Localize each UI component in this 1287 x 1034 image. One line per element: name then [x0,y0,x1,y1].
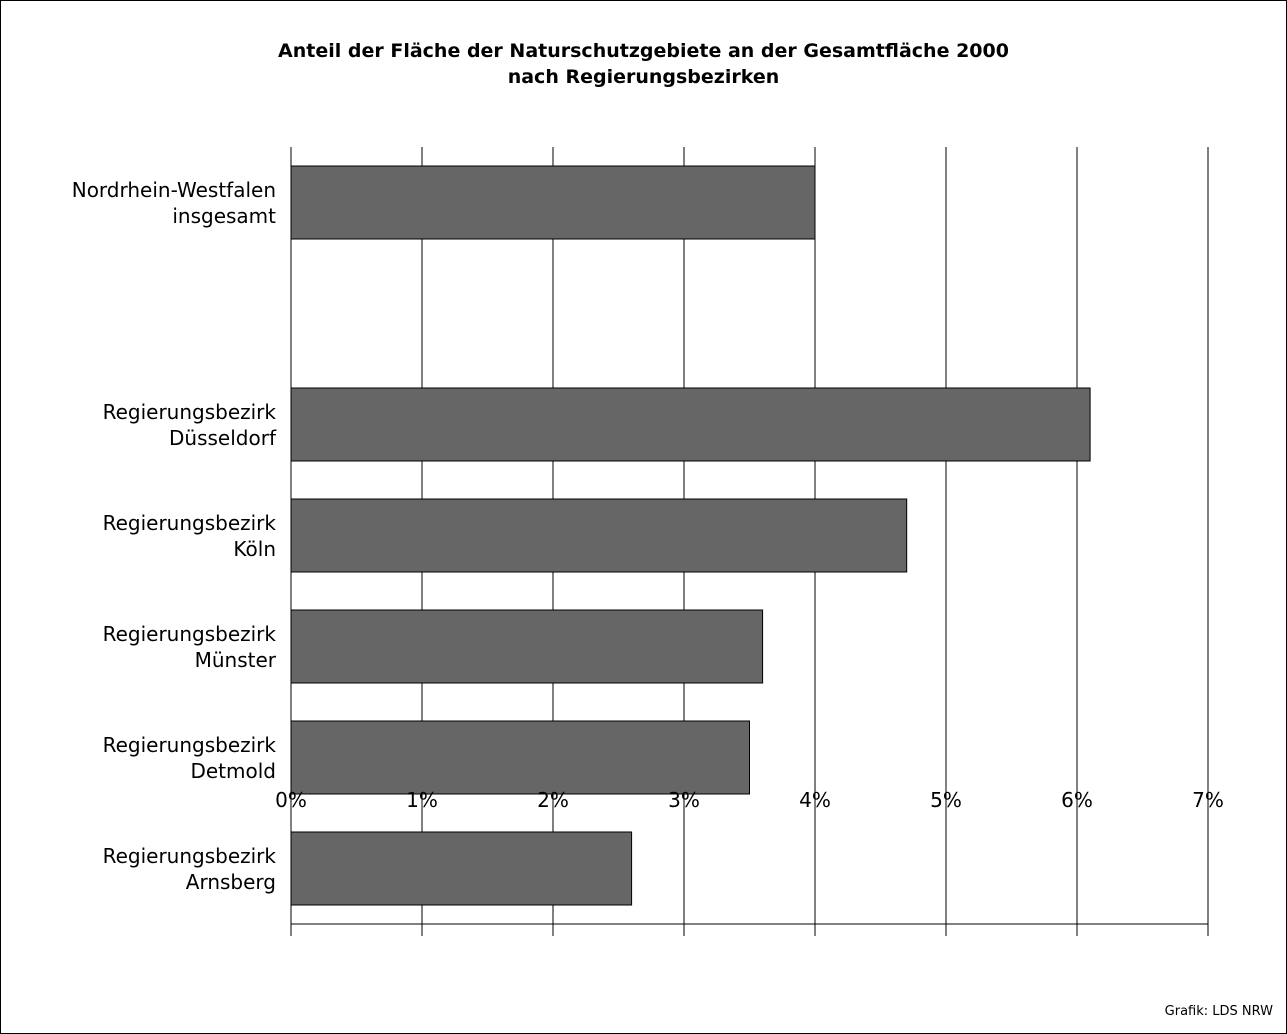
y-tick-label: Regierungsbezirk Köln [102,510,276,561]
x-tick-label: 2% [537,788,569,812]
x-tick-label: 1% [406,788,438,812]
x-tick-label: 6% [1061,788,1093,812]
x-tick-label: 3% [668,788,700,812]
y-tick-label: Nordrhein-Westfalen insgesamt [71,177,276,228]
bar [290,387,1091,462]
bar [290,498,908,573]
bar [290,831,633,906]
bar [290,720,750,795]
y-tick-label: Regierungsbezirk Düsseldorf [102,399,276,450]
x-tick-label: 4% [799,788,831,812]
source: Grafik: LDS NRW [1164,1004,1273,1019]
y-tick-label: Regierungsbezirk Detmold [102,732,276,783]
bar [290,609,764,684]
x-tick-label: 7% [1192,788,1224,812]
y-tick-label: Regierungsbezirk Münster [102,621,276,672]
x-tick-label: 5% [930,788,962,812]
bar [290,165,816,240]
y-tick-label: Regierungsbezirk Arnsberg [102,843,276,894]
chart-title: Anteil der Fläche der Naturschutzgebiete… [278,40,1009,88]
x-tick-label: 0% [275,788,307,812]
